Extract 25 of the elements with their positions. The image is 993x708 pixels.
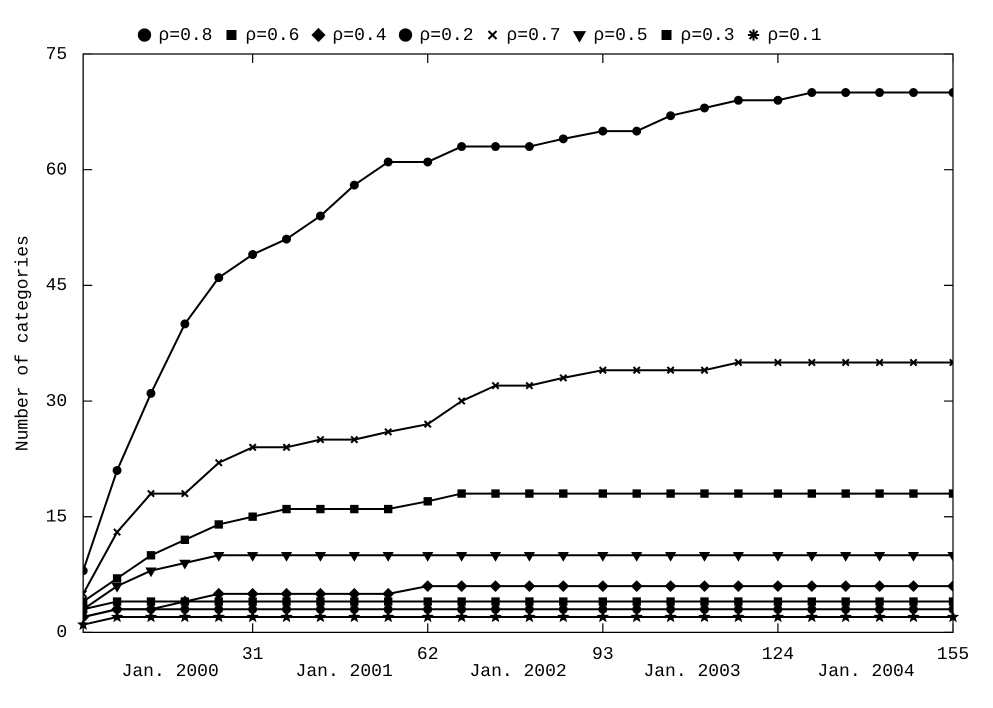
legend-label: ρ=0.4 <box>332 26 386 46</box>
text: Jan. 2002 <box>469 662 567 682</box>
x-tick-label: 62 <box>416 644 439 665</box>
y-tick-label: 75 <box>46 44 68 65</box>
legend-label: ρ=0.7 <box>506 26 561 46</box>
legend-label: ρ=0.2 <box>419 26 474 46</box>
x-tick-label: 155 <box>936 644 970 665</box>
text: Jan. 2004 <box>817 662 915 682</box>
y-axis-title: Number of categories <box>14 235 34 452</box>
text: Jan. 2000 <box>122 662 219 682</box>
y-tick-label: 15 <box>46 507 68 528</box>
text: Jan. 2003 <box>643 662 741 682</box>
y-tick-label: 30 <box>46 392 68 412</box>
legend-label: ρ=0.6 <box>245 26 300 46</box>
x-tick-label: 124 <box>762 644 794 665</box>
legend-label: ρ=0.3 <box>680 26 735 46</box>
legend-label: ρ=0.8 <box>158 26 212 46</box>
y-tick-label: 60 <box>46 160 68 180</box>
y-tick-label: 0 <box>56 623 68 644</box>
legend-label: ρ=0.1 <box>768 26 822 46</box>
x-tick-label: 31 <box>242 644 264 665</box>
x-tick-label: 93 <box>592 644 614 665</box>
y-tick-label: 45 <box>46 276 68 296</box>
text: Jan. 2001 <box>296 662 393 682</box>
legend-label: ρ=0.5 <box>594 26 648 46</box>
